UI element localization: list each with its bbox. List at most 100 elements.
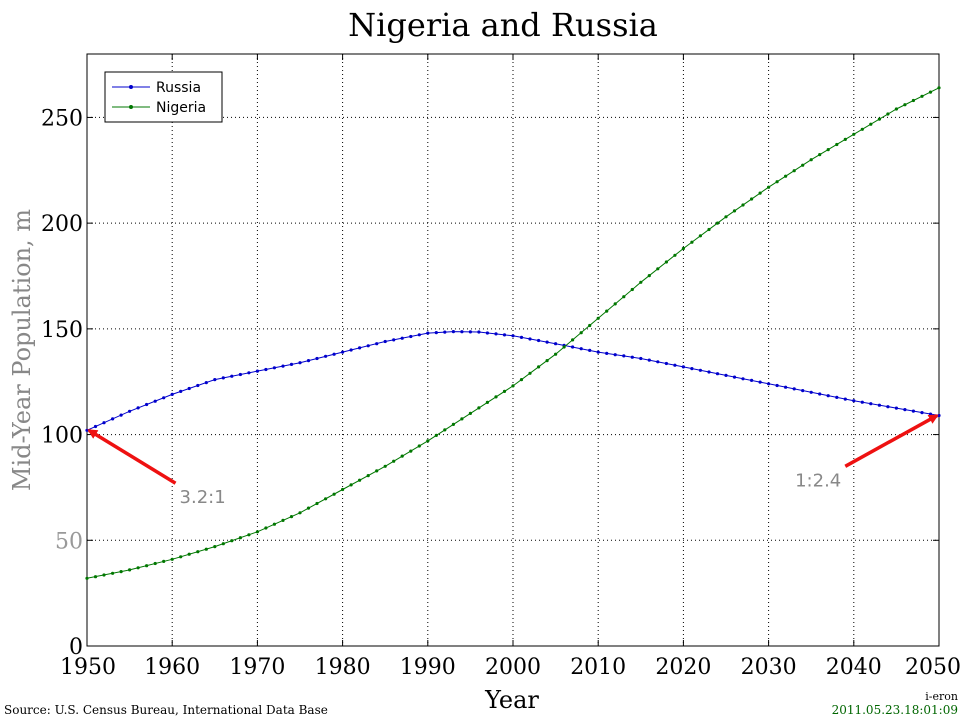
- data-point-russia: [230, 374, 234, 378]
- data-point-nigeria: [204, 547, 208, 551]
- data-point-russia: [375, 342, 379, 346]
- data-point-russia: [417, 333, 421, 337]
- x-tick-label: 2050: [905, 655, 961, 680]
- data-point-russia: [255, 369, 259, 373]
- data-point-russia: [128, 409, 132, 413]
- data-point-russia: [758, 380, 762, 384]
- data-point-nigeria: [928, 90, 933, 94]
- data-point-nigeria: [426, 439, 430, 443]
- data-point-nigeria: [187, 552, 191, 556]
- data-point-nigeria: [656, 267, 660, 271]
- data-point-nigeria: [392, 459, 396, 463]
- x-tick-label: 1980: [315, 655, 371, 680]
- data-point-russia: [502, 333, 507, 337]
- data-point-nigeria: [264, 526, 268, 530]
- data-point-nigeria: [750, 197, 754, 201]
- data-point-nigeria: [289, 515, 294, 519]
- data-point-nigeria: [366, 474, 370, 478]
- data-point-nigeria: [409, 449, 413, 453]
- data-point-russia: [732, 375, 737, 379]
- data-point-russia: [647, 358, 651, 362]
- data-point-russia: [153, 399, 157, 403]
- legend: Russia Nigeria: [104, 71, 223, 123]
- data-point-russia: [843, 397, 847, 401]
- data-point-russia: [366, 344, 370, 348]
- data-point-russia: [775, 383, 779, 388]
- data-point-russia: [221, 376, 225, 380]
- data-point-nigeria: [852, 132, 856, 136]
- data-point-nigeria: [911, 98, 916, 103]
- data-point-russia: [818, 392, 822, 396]
- data-point-russia: [102, 421, 106, 425]
- data-point-russia: [613, 353, 617, 357]
- legend-label-russia: Russia: [156, 80, 201, 96]
- data-point-russia: [545, 340, 549, 344]
- data-point-russia: [596, 350, 600, 354]
- data-point-nigeria: [306, 506, 311, 510]
- data-point-russia: [920, 411, 924, 415]
- data-point-nigeria: [170, 557, 174, 561]
- data-point-russia: [298, 361, 302, 365]
- data-point-russia: [860, 400, 864, 404]
- data-point-nigeria: [784, 174, 788, 178]
- data-point-russia: [324, 354, 328, 358]
- data-point-nigeria: [468, 411, 472, 415]
- data-point-russia: [451, 330, 455, 334]
- data-point-russia: [136, 406, 140, 410]
- data-point-nigeria: [724, 215, 728, 219]
- data-point-nigeria: [843, 137, 847, 141]
- data-point-nigeria: [622, 295, 626, 299]
- data-point-russia: [315, 356, 319, 361]
- x-axis-label: Year: [484, 686, 539, 714]
- data-point-nigeria: [554, 352, 558, 356]
- data-point-russia: [170, 392, 174, 396]
- data-point-russia: [741, 377, 745, 381]
- data-point-nigeria: [860, 127, 864, 131]
- annotation-label: 3.2:1: [180, 487, 226, 508]
- data-point-nigeria: [792, 169, 796, 173]
- y-tick-label: 200: [41, 212, 83, 237]
- data-point-nigeria: [451, 422, 455, 426]
- data-point-nigeria: [758, 191, 762, 195]
- data-point-nigeria: [375, 469, 379, 473]
- data-point-nigeria: [93, 575, 98, 579]
- data-point-nigeria: [894, 107, 899, 111]
- data-point-russia: [306, 359, 311, 363]
- data-point-nigeria: [826, 148, 830, 152]
- data-point-nigeria: [681, 246, 686, 251]
- x-tick-label: 2010: [570, 655, 626, 680]
- data-point-nigeria: [571, 338, 575, 342]
- data-point-nigeria: [903, 103, 907, 107]
- data-point-nigeria: [732, 209, 737, 213]
- data-point-nigeria: [767, 185, 771, 189]
- data-point-nigeria: [443, 428, 447, 432]
- data-point-russia: [511, 334, 515, 338]
- data-point-nigeria: [324, 497, 328, 501]
- annotations-layer: 3.2:1 1:2.4: [87, 414, 939, 508]
- data-point-nigeria: [920, 94, 924, 98]
- data-point-nigeria: [715, 221, 720, 225]
- data-point-nigeria: [537, 365, 541, 369]
- x-tick-label: 1970: [229, 655, 285, 680]
- data-point-russia: [605, 351, 609, 355]
- data-point-russia: [877, 403, 882, 407]
- data-point-russia: [179, 389, 183, 393]
- data-point-nigeria: [877, 117, 882, 121]
- data-point-nigeria: [869, 122, 873, 126]
- data-point-russia: [119, 413, 123, 417]
- data-point-nigeria: [673, 253, 677, 257]
- data-point-russia: [93, 424, 98, 429]
- data-point-nigeria: [809, 158, 813, 162]
- data-point-russia: [928, 412, 933, 416]
- data-point-nigeria: [494, 395, 498, 399]
- data-point-nigeria: [298, 511, 302, 515]
- data-point-russia: [750, 378, 754, 382]
- data-point-nigeria: [690, 240, 694, 244]
- data-point-russia: [571, 345, 575, 349]
- data-point-nigeria: [511, 384, 515, 388]
- data-point-nigeria: [818, 153, 822, 157]
- data-point-russia: [400, 336, 404, 340]
- data-point-russia: [281, 364, 285, 368]
- data-point-russia: [639, 356, 643, 361]
- x-tick-label: 2000: [485, 655, 541, 680]
